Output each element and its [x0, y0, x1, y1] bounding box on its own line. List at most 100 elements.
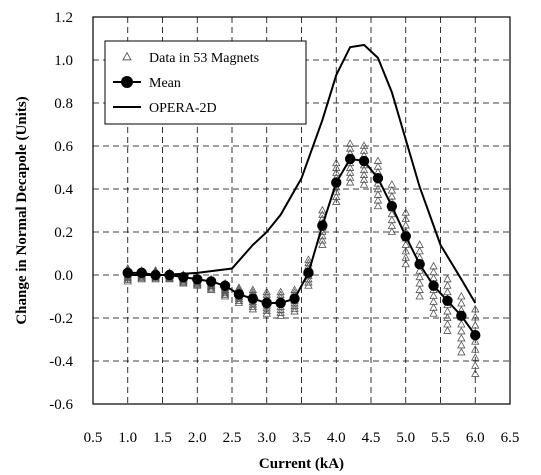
mean-point — [456, 310, 467, 322]
data-point-triangle — [206, 285, 216, 293]
plot-frame — [92, 16, 511, 405]
data-point-triangle — [290, 285, 299, 293]
data-point-triangle — [471, 312, 480, 321]
x-tick-label: 5.0 — [396, 430, 415, 446]
y-tick-label: 0.2 — [54, 225, 73, 241]
data-point-triangle — [443, 306, 452, 315]
data-point-triangle — [471, 353, 480, 361]
data-point-triangle — [373, 201, 383, 210]
opera-2d-line — [127, 43, 477, 304]
data-point-triangle — [332, 158, 341, 167]
data-point-triangle — [471, 345, 480, 353]
data-point-triangle — [332, 163, 341, 171]
mean-point — [331, 177, 342, 188]
data-point-triangle — [332, 197, 341, 205]
data-point-triangle — [415, 240, 424, 248]
data-point-triangle — [443, 319, 452, 328]
data-point-triangle — [471, 369, 480, 377]
data-point-triangle — [415, 272, 424, 281]
x-tick-labels: 0.5 1.0 1.5 2.0 2.5 3.0 3.5 4.0 4.5 5.0 5.5 6.0 6.5 — [84, 430, 520, 446]
data-point-triangle — [318, 240, 327, 248]
mean-point — [136, 267, 147, 279]
data-point-triangle — [359, 170, 369, 178]
data-point-triangle — [234, 298, 244, 306]
x-tick-label: 0.5 — [84, 430, 103, 446]
plot-series — [122, 43, 481, 377]
data-point-triangle — [415, 285, 424, 293]
mean-point — [317, 220, 328, 231]
data-point-triangle — [234, 296, 244, 304]
data-point-triangle — [345, 177, 355, 186]
mean-point — [289, 293, 300, 304]
data-point-triangle — [457, 347, 466, 356]
data-point-triangle — [415, 266, 424, 274]
data-point-triangle — [248, 299, 258, 308]
data-point-triangle — [401, 214, 410, 223]
data-point-triangle — [248, 302, 258, 310]
x-tick-label: 4.5 — [362, 430, 381, 446]
data-point-triangle — [443, 313, 452, 321]
y-tick-label: 0.8 — [54, 96, 73, 112]
data-point-triangle — [401, 208, 410, 216]
data-point-triangle — [443, 281, 452, 289]
x-tick-label: 6.5 — [501, 430, 520, 446]
data-point-triangle — [471, 304, 480, 313]
legend-label-opera: OPERA-2D — [149, 101, 217, 116]
mean-point — [414, 259, 425, 270]
data-point-triangle — [457, 326, 466, 335]
mean-point — [303, 267, 314, 279]
x-tick-label: 6.0 — [466, 430, 485, 446]
data-point-triangle — [457, 333, 466, 342]
data-point-triangle — [290, 306, 299, 315]
data-point-triangle — [262, 287, 271, 296]
mean-point — [122, 267, 133, 279]
x-tick-label: 3.5 — [292, 430, 311, 446]
data-point-triangle — [387, 180, 397, 188]
data-point-triangle — [373, 156, 383, 164]
data-point-triangle — [471, 337, 480, 345]
x-tick-label: 2.0 — [188, 430, 207, 446]
data-point-triangle — [359, 165, 369, 174]
data-point-triangle — [248, 285, 258, 293]
data-point-triangle — [290, 304, 299, 312]
data-point-triangle — [401, 259, 410, 268]
data-point-triangle — [373, 184, 383, 193]
x-axis-title: Current (kA) — [259, 456, 344, 472]
data-point-triangle — [415, 246, 424, 255]
mean-point — [358, 155, 370, 167]
y-tick-label: 1.0 — [54, 53, 73, 69]
legend-item-opera: OPERA-2D — [113, 101, 217, 116]
data-point-triangle — [443, 274, 452, 283]
mean-point — [372, 173, 384, 184]
y-tick-label: 0.0 — [54, 268, 73, 284]
data-point-triangle — [387, 209, 397, 218]
data-point-triangle — [415, 291, 424, 300]
x-tick-label: 2.5 — [223, 430, 242, 446]
series-opera-2d — [127, 43, 477, 304]
mean-point — [233, 289, 245, 300]
data-point-triangle — [262, 306, 271, 314]
mean-point — [386, 201, 398, 212]
mean-point — [205, 276, 217, 287]
legend-item-data: Data in 53 Magnets — [122, 51, 259, 66]
data-point-triangle — [443, 287, 452, 296]
data-point-triangle — [387, 221, 397, 230]
data-point-triangle — [457, 340, 466, 349]
mean-point — [400, 231, 411, 242]
data-point-triangle — [359, 141, 369, 149]
mean-point — [247, 293, 259, 304]
mean-point — [344, 153, 356, 165]
data-point-triangle — [359, 180, 369, 188]
y-tick-label: -0.6 — [49, 397, 73, 413]
data-point-triangle — [471, 361, 480, 369]
data-point-triangle — [262, 290, 271, 298]
data-point-triangle — [345, 139, 355, 147]
data-point-triangle — [387, 191, 397, 200]
y-tick-label: 0.4 — [54, 182, 73, 198]
data-point-triangle — [373, 162, 383, 170]
data-point-triangle — [387, 227, 397, 235]
legend-label-mean: Mean — [149, 76, 181, 91]
data-point-triangle — [318, 235, 327, 244]
legend-triangle-marker — [122, 51, 132, 61]
